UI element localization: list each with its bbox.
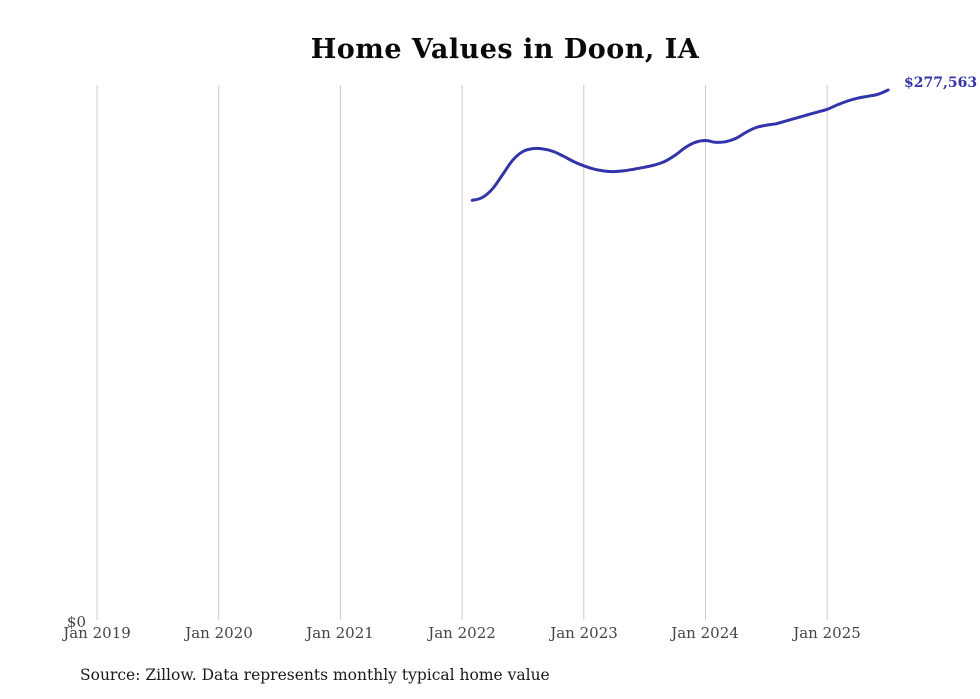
x-tick-label: Jan 2019 bbox=[63, 624, 131, 642]
series-end-value-label: $277,563 bbox=[904, 75, 978, 91]
x-tick-label: Jan 2020 bbox=[185, 624, 253, 642]
x-tick-label: Jan 2025 bbox=[793, 624, 861, 642]
home-value-line bbox=[470, 88, 890, 202]
x-tick-label: Jan 2024 bbox=[671, 624, 739, 642]
y-axis-zero-label: $0 bbox=[66, 613, 86, 631]
x-tick-label: Jan 2023 bbox=[550, 624, 618, 642]
source-note: Source: Zillow. Data represents monthly … bbox=[80, 666, 550, 684]
chart-title: Home Values in Doon, IA bbox=[310, 34, 700, 65]
x-tick-label: Jan 2021 bbox=[306, 624, 374, 642]
x-tick-label: Jan 2022 bbox=[428, 624, 496, 642]
